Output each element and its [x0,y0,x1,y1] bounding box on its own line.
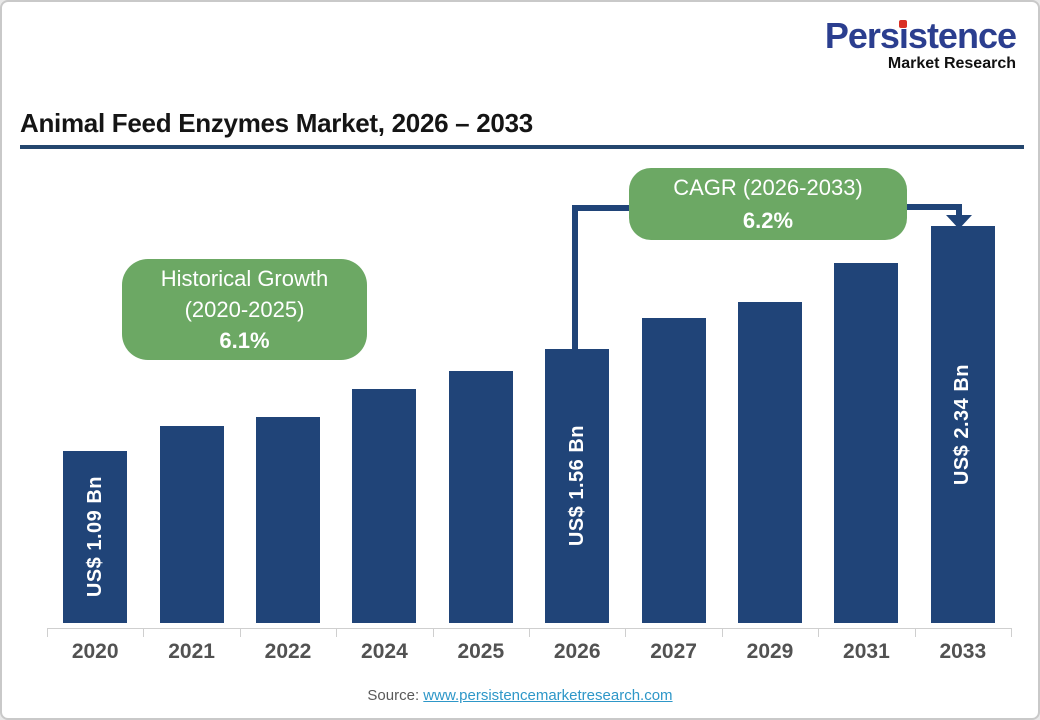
x-axis-tick [239,628,241,637]
x-axis-label-2022: 2022 [264,640,312,663]
source-link[interactable]: www.persistencemarketresearch.com [423,687,673,704]
bar-2033: US$ 2.34 Bn [930,226,995,623]
x-axis-tick [914,628,916,637]
bar-2031 [834,263,899,623]
logo-dotted-i: ı [898,15,909,56]
bar-2021 [159,426,224,623]
source-prefix: Source: [367,687,424,704]
x-axis-tick [1011,628,1012,637]
logo-i-glyph: ı [898,15,909,56]
x-axis-label-2024: 2024 [361,640,408,663]
x-axis-label-2027: 2027 [650,640,697,663]
cagr-connector-left-horizontal [572,205,631,211]
bar-2029 [738,302,802,623]
bar-2025 [448,371,513,623]
cagr-arrow-down-icon [946,215,972,229]
bar-value-label-wrap: US$ 2.34 Bn [931,226,995,623]
bar-2026: US$ 1.56 Bn [545,349,610,623]
bar-value-label-wrap: US$ 1.56 Bn [545,349,609,623]
x-axis-label-2031: 2031 [843,640,890,663]
x-axis-label-2025: 2025 [457,640,505,663]
historical-growth-callout: Historical Growth (2020-2025) 6.1% [122,259,367,360]
x-axis-tick [336,628,338,637]
cagr-connector-left-vertical [572,205,578,353]
x-axis-label-2020: 2020 [71,640,119,663]
cagr-connector-right-vertical [956,204,962,216]
historical-growth-label: Historical Growth [160,266,329,291]
bar-2024 [352,389,417,623]
bar-value-label-wrap: US$ 1.09 Bn [63,451,127,623]
x-axis-label-2029: 2029 [746,640,794,663]
logo-brand-pre: Pers [824,15,900,56]
bar-2022 [256,417,320,623]
x-axis-label-2021: 2021 [168,640,215,663]
x-axis-tick [47,628,48,637]
logo-brand-post: stence [907,15,1017,56]
x-axis-tick [529,628,530,637]
cagr-label: CAGR (2026-2033) [673,175,863,200]
logo-brand-text: Persı stence [824,15,1017,56]
historical-growth-value: 6.1% [219,328,270,353]
historical-growth-period: (2020-2025) [184,297,305,322]
bar-value-label-2026: US$ 1.56 Bn [565,425,588,547]
bar-value-label-2033: US$ 2.34 Bn [951,363,974,486]
x-axis-tick [625,628,627,637]
pmr-logo: Persı stence Market Research [824,15,1017,73]
x-axis-tick [721,628,723,637]
x-axis-label-2026: 2026 [553,640,601,663]
x-axis-tick [143,628,145,637]
cagr-value: 6.2% [742,208,794,233]
x-axis-tick [818,628,820,637]
logo-subtitle: Market Research [887,55,1016,72]
cagr-callout: CAGR (2026-2033) 6.2% [629,168,907,240]
bar-2020: US$ 1.09 Bn [63,451,128,623]
chart-title: Animal Feed Enzymes Market, 2026 – 2033 [20,108,533,138]
x-axis-label-2033: 2033 [939,640,987,663]
x-axis-tick [432,628,434,637]
title-underline [20,145,1024,149]
source-line: Source: www.persistencemarketresearch.co… [2,687,1038,704]
logo-red-dot-icon [899,20,908,28]
bar-value-label-2020: US$ 1.09 Bn [83,476,106,598]
cagr-connector-right-horizontal [905,204,960,210]
bar-2027 [641,318,706,623]
